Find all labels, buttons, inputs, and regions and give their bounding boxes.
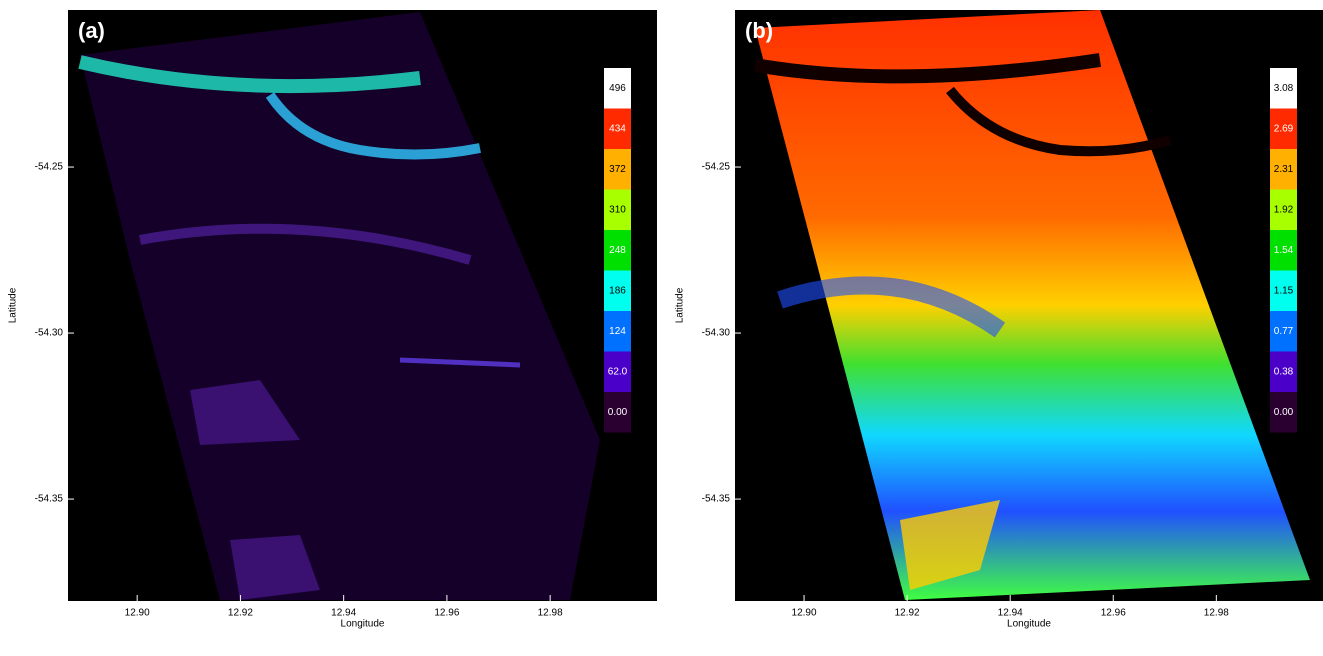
y-axis-title: Latitude: [675, 287, 686, 323]
colorbar-label: 248: [609, 245, 626, 256]
y-tick-label: -54.30: [35, 328, 64, 339]
colorbar-label: 0.38: [1274, 366, 1294, 377]
x-tick-label: 12.96: [1101, 608, 1126, 619]
x-tick-label: 12.90: [792, 608, 817, 619]
x-tick-label: 12.92: [228, 608, 253, 619]
y-tick-label: -54.30: [702, 328, 731, 339]
x-axis-title: Longitude: [341, 619, 385, 630]
figure: (a) 12.90 12.92 12.94 12.96 12.98 -54.35 -54.30…: [0, 0, 1323, 656]
colorbar-label: 186: [609, 285, 626, 296]
colorbar-label: 310: [609, 204, 626, 215]
x-tick-label: 12.94: [998, 608, 1023, 619]
x-tick-label: 12.94: [331, 608, 356, 619]
panel-label: (b): [745, 18, 773, 43]
x-tick-label: 12.96: [434, 608, 459, 619]
colorbar-label: 434: [609, 123, 626, 134]
colorbar-label: 0.00: [1274, 407, 1294, 418]
x-tick-label: 12.98: [1204, 608, 1229, 619]
y-tick-label: -54.35: [702, 494, 731, 505]
x-axis-title: Longitude: [1007, 619, 1051, 630]
colorbar-label: 2.69: [1274, 123, 1294, 134]
colorbar-label: 62.0: [608, 366, 628, 377]
y-tick-label: -54.25: [35, 162, 64, 173]
panel-label: (a): [78, 18, 105, 43]
x-tick-label: 12.98: [538, 608, 563, 619]
colorbar-label: 372: [609, 164, 626, 175]
y-axis-title: Latitude: [8, 287, 19, 323]
colorbar-label: 1.15: [1274, 285, 1294, 296]
y-tick-label: -54.25: [702, 162, 731, 173]
colorbar-label: 2.31: [1274, 164, 1294, 175]
colorbar-label: 124: [609, 326, 626, 337]
colorbar-label: 3.08: [1274, 83, 1294, 94]
colorbar-label: 496: [609, 83, 626, 94]
colorbar-label: 1.54: [1274, 245, 1294, 256]
x-tick-label: 12.90: [125, 608, 150, 619]
colorbar-label: 0.00: [608, 407, 628, 418]
y-tick-label: -54.35: [35, 494, 64, 505]
x-tick-label: 12.92: [895, 608, 920, 619]
colorbar-label: 1.92: [1274, 204, 1294, 215]
colorbar-label: 0.77: [1274, 326, 1294, 337]
